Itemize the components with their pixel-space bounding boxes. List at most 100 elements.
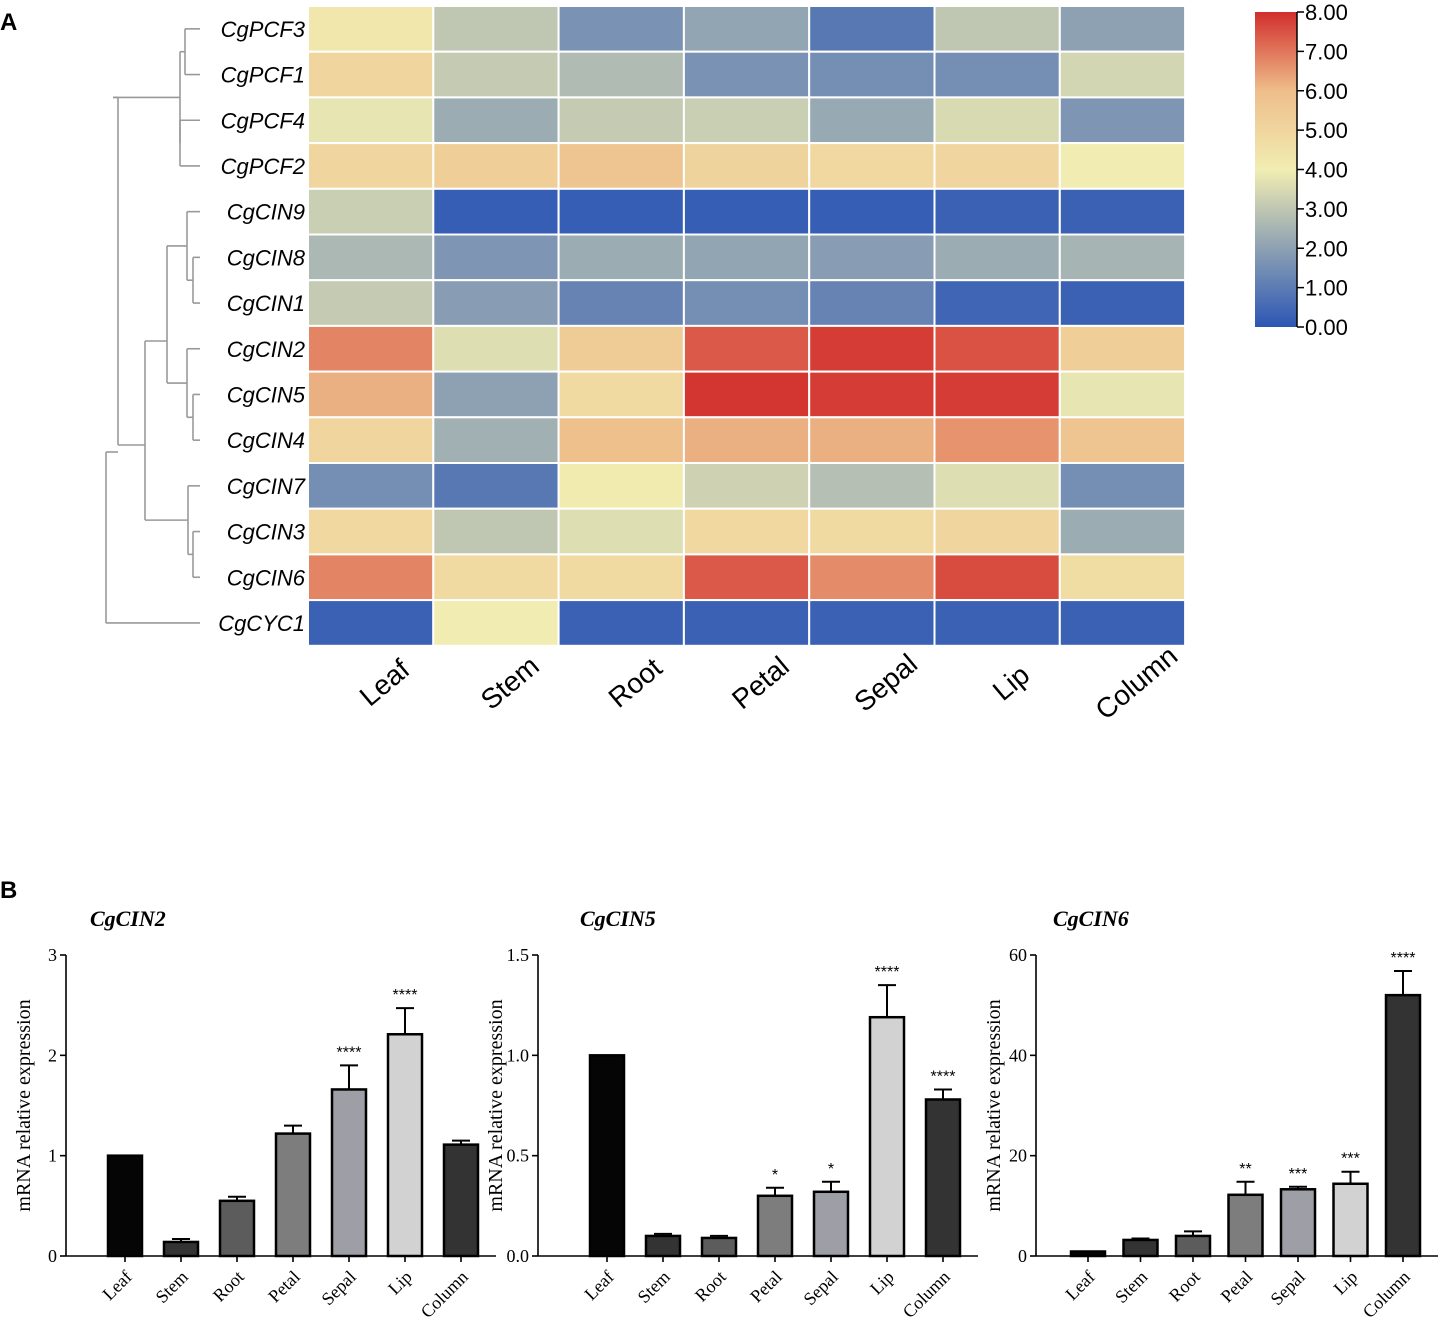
- heatmap-cell: [557, 187, 685, 236]
- significance-label: **: [1239, 1161, 1251, 1178]
- significance-label: ****: [393, 987, 418, 1004]
- heatmap-cell: [432, 5, 560, 53]
- heatmap-cell: [808, 96, 936, 145]
- heatmap-cell: [682, 599, 811, 647]
- significance-label: ***: [1289, 1166, 1308, 1183]
- heatmap-cell: [557, 599, 685, 647]
- heatmap-cell: [557, 462, 685, 510]
- bar-chart-cgcin6: CgCIN6 mRNA relative expression 0 20 40 60 Lea…: [983, 906, 1438, 1322]
- row-label: CgCIN8: [227, 245, 306, 270]
- colorbar-tick-label: 5.00: [1305, 118, 1348, 143]
- colorbar-tick-label: 3.00: [1305, 197, 1348, 222]
- chart-title: CgCIN5: [580, 906, 656, 931]
- row-label: CgCIN3: [227, 520, 306, 545]
- colorbar-tick-label: 6.00: [1305, 79, 1348, 104]
- bar: [588, 1054, 626, 1258]
- y-tick-label: 1: [48, 1146, 57, 1166]
- x-tick-label: Column: [1359, 1267, 1414, 1322]
- colorbar-gradient: [1255, 12, 1297, 327]
- y-tick-label: 0.5: [507, 1146, 530, 1166]
- heatmap-cell: [557, 370, 685, 419]
- heatmap-cell: [808, 370, 936, 419]
- heatmap-cell: [307, 96, 435, 145]
- heatmap-cell: [933, 599, 1061, 647]
- bar: [812, 1190, 850, 1258]
- bar: [1174, 1234, 1212, 1258]
- bar: [218, 1199, 256, 1258]
- y-tick-label: 20: [1009, 1146, 1027, 1166]
- significance-label: ****: [1391, 950, 1416, 967]
- heatmap-cell: [808, 5, 936, 53]
- column-label: Leaf: [354, 653, 416, 712]
- heatmap-cell: [682, 50, 811, 99]
- bar: [1227, 1193, 1264, 1258]
- heatmap-cell: [557, 233, 685, 282]
- heatmap-cell: [1058, 187, 1187, 236]
- heatmap-cell: [933, 142, 1061, 190]
- panel-label-b: B: [0, 877, 17, 904]
- x-tick-label: Column: [417, 1267, 472, 1322]
- heatmap-cell: [682, 370, 811, 419]
- colorbar-tick-label: 8.00: [1305, 0, 1348, 25]
- bar: [700, 1236, 738, 1258]
- x-tick-label: Column: [899, 1267, 954, 1322]
- significance-label: *: [828, 1161, 834, 1178]
- heatmap-cell: [682, 279, 811, 327]
- x-tick-label: Stem: [1111, 1267, 1151, 1307]
- row-label: CgPCF2: [221, 154, 305, 179]
- y-tick-label: 0.0: [507, 1246, 530, 1266]
- heatmap-cell: [808, 279, 936, 327]
- heatmap-cell: [307, 553, 435, 602]
- x-tick-label: Leaf: [98, 1267, 135, 1304]
- heatmap-cell: [1058, 507, 1187, 556]
- heatmap-cell: [1058, 96, 1187, 145]
- x-tick-label: Sepal: [1266, 1267, 1308, 1309]
- y-tick-label: 60: [1009, 945, 1027, 965]
- column-label: Stem: [475, 650, 545, 716]
- y-tick-label: 0: [48, 1246, 57, 1266]
- bar: [274, 1132, 312, 1258]
- heatmap-cell: [682, 324, 811, 373]
- bar: [756, 1194, 794, 1258]
- y-axis-title: mRNA relative expression: [983, 999, 1005, 1211]
- x-tick-label: Stem: [152, 1267, 192, 1307]
- heatmap-cell: [933, 187, 1061, 236]
- chart-title: CgCIN2: [90, 906, 166, 931]
- heatmap-cell: [933, 553, 1061, 602]
- heatmap-cell: [682, 416, 811, 464]
- y-tick-label: 0: [1018, 1246, 1027, 1266]
- x-tick-label: Lip: [1330, 1267, 1362, 1299]
- heatmap-cell: [307, 50, 435, 99]
- column-label: Lip: [987, 659, 1036, 707]
- column-label: Column: [1089, 640, 1183, 726]
- heatmap-cell: [808, 50, 936, 99]
- heatmap-cell: [307, 279, 435, 327]
- heatmap-cell: [1058, 233, 1187, 282]
- bar: [868, 1015, 906, 1258]
- bar-chart-cgcin5: CgCIN5 mRNA relative expression 0.0 0.5 1.0 1…: [485, 906, 978, 1322]
- row-label: CgCIN2: [227, 337, 305, 362]
- y-tick-label: 3: [48, 945, 57, 965]
- heatmap-cell: [933, 416, 1061, 464]
- heatmap-cell: [432, 96, 560, 145]
- heatmap-cell: [432, 279, 560, 327]
- bar: [924, 1098, 962, 1258]
- x-tick-label: Sepal: [317, 1267, 359, 1309]
- heatmap-cell: [1058, 416, 1187, 464]
- heatmap-cell: [933, 5, 1061, 53]
- heatmap-cell: [307, 324, 435, 373]
- heatmap-cell: [557, 416, 685, 464]
- x-tick-label: Root: [209, 1267, 248, 1306]
- x-tick-label: Sepal: [799, 1267, 841, 1309]
- bar: [1069, 1250, 1107, 1258]
- significance-label: ****: [931, 1068, 956, 1085]
- y-tick-label: 40: [1009, 1045, 1027, 1065]
- heatmap-cell: [1058, 553, 1187, 602]
- x-tick-label: Leaf: [1061, 1267, 1098, 1304]
- bar: [1332, 1182, 1369, 1258]
- bar: [442, 1143, 480, 1258]
- x-tick-label: Stem: [634, 1267, 674, 1307]
- y-tick-label: 2: [48, 1045, 57, 1065]
- heatmap-cell: [307, 462, 435, 510]
